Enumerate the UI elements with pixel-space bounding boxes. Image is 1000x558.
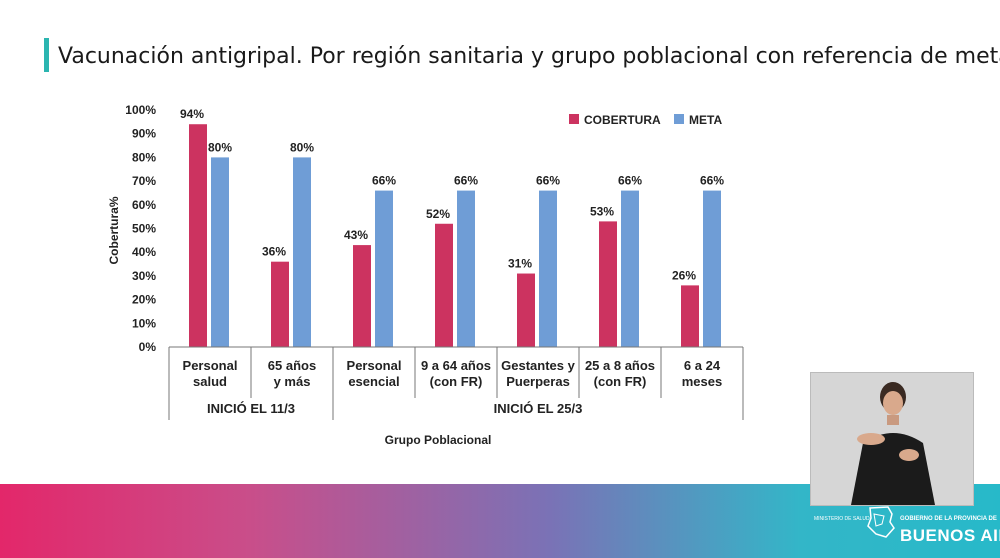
x-axis-title: Grupo Poblacional <box>385 433 492 447</box>
x-category-label: Gestantes y <box>501 358 575 373</box>
x-category-label: (con FR) <box>430 374 483 389</box>
y-tick-label: 50% <box>132 222 156 236</box>
meta-bar <box>539 190 557 347</box>
x-category-label: y más <box>274 374 311 389</box>
meta-bar <box>375 190 393 347</box>
meta-data-label: 66% <box>618 174 642 188</box>
cobertura-data-label: 94% <box>180 107 204 121</box>
x-category-label: Personal <box>183 358 238 373</box>
x-category-label: 9 a 64 años <box>421 358 491 373</box>
meta-data-label: 66% <box>700 174 724 188</box>
cobertura-bar <box>271 261 289 347</box>
x-category-label: meses <box>682 374 722 389</box>
cobertura-data-label: 26% <box>672 268 696 282</box>
x-category-label: (con FR) <box>594 374 647 389</box>
group-label: INICIÓ EL 11/3 <box>207 401 295 416</box>
x-category-label: 6 a 24 <box>684 358 721 373</box>
interpreter-image <box>811 373 973 505</box>
legend-label-cobertura: COBERTURA <box>584 113 661 127</box>
x-category-label: esencial <box>348 374 399 389</box>
cobertura-bar <box>517 273 535 347</box>
meta-bar <box>293 157 311 347</box>
y-tick-label: 60% <box>132 198 156 212</box>
x-category-label: Puerperas <box>506 374 570 389</box>
meta-data-label: 80% <box>208 140 232 154</box>
y-tick-label: 70% <box>132 174 156 188</box>
group-label: INICIÓ EL 25/3 <box>494 401 583 416</box>
x-category-label: Personal <box>347 358 402 373</box>
cobertura-bar <box>189 124 207 347</box>
x-category-label: salud <box>193 374 227 389</box>
legend-swatch-meta <box>674 114 684 124</box>
y-tick-label: 10% <box>132 316 156 330</box>
ministry-label: MINISTERIO DE SALUD <box>814 516 870 522</box>
meta-bar <box>703 190 721 347</box>
meta-bar <box>621 190 639 347</box>
y-axis-title: Cobertura% <box>107 196 121 264</box>
y-tick-label: 30% <box>132 269 156 283</box>
province-name: BUENOS AIRES <box>900 526 1000 545</box>
cobertura-data-label: 53% <box>590 204 614 218</box>
legend-label-meta: META <box>689 113 722 127</box>
meta-bar <box>211 157 229 347</box>
cobertura-bar <box>599 221 617 347</box>
title-accent-bar <box>44 38 49 72</box>
x-category-label: 65 años <box>268 358 316 373</box>
y-tick-label: 80% <box>132 150 156 164</box>
y-tick-label: 40% <box>132 245 156 259</box>
cobertura-data-label: 52% <box>426 207 450 221</box>
cobertura-bar <box>681 285 699 347</box>
meta-data-label: 80% <box>290 140 314 154</box>
cobertura-data-label: 36% <box>262 245 286 259</box>
bar-chart: 0% 10% 20% 30% 40% 50% 60% 70% 80% 90% 100% Cobertu… <box>107 103 744 447</box>
cobertura-bar <box>353 245 371 347</box>
province-map-logo-icon <box>867 506 895 538</box>
meta-bar <box>457 190 475 347</box>
cobertura-bar <box>435 223 453 347</box>
page-title: Vacunación antigripal. Por región sanita… <box>58 44 1000 69</box>
cobertura-data-label: 31% <box>508 257 532 271</box>
sign-language-interpreter-video <box>810 372 974 506</box>
y-tick-label: 20% <box>132 293 156 307</box>
y-tick-label: 90% <box>132 127 156 141</box>
meta-data-label: 66% <box>454 174 478 188</box>
legend-swatch-cobertura <box>569 114 579 124</box>
y-tick-label: 0% <box>139 340 157 354</box>
x-category-label: 25 a 8 años <box>585 358 655 373</box>
cobertura-data-label: 43% <box>344 228 368 242</box>
meta-data-label: 66% <box>372 174 396 188</box>
government-label: GOBIERNO DE LA PROVINCIA DE <box>900 516 997 522</box>
meta-data-label: 66% <box>536 174 560 188</box>
y-tick-label: 100% <box>125 103 156 117</box>
